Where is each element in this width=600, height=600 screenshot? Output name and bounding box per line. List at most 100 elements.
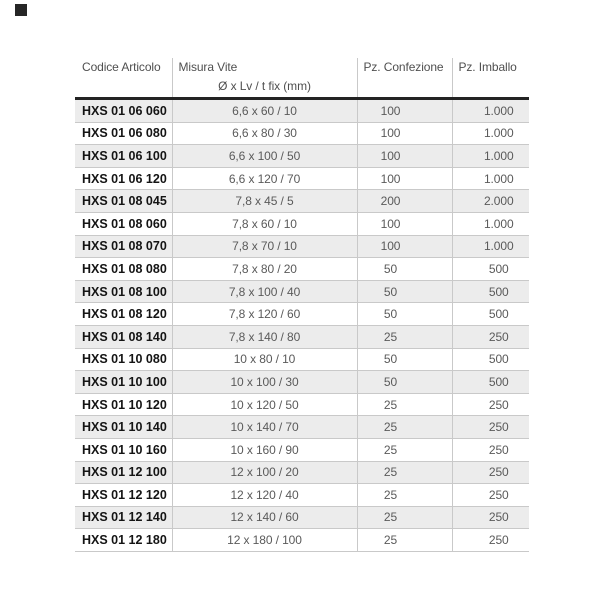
cell-imballo: 500 [451,348,529,372]
table-row: HXS 01 06 120 6,6 x 120 / 70 100 1.000 [75,167,529,191]
cell-confezione: 100 [356,144,452,168]
cell-misura: 12 x 180 / 100 [171,528,357,552]
cell-imballo: 500 [451,257,529,281]
cell-codice: HXS 01 08 060 [75,212,172,236]
cell-codice: HXS 01 10 140 [75,415,172,439]
cell-codice: HXS 01 12 100 [75,461,172,485]
cell-codice: HXS 01 08 070 [75,235,172,259]
cell-imballo: 250 [451,415,529,439]
col-header-misura-label: Misura Vite [178,60,238,74]
cell-confezione: 200 [356,189,452,213]
logo-mark [15,4,27,16]
col-header-confezione-label: Pz. Confezione [363,60,444,74]
cell-confezione: 100 [356,122,452,146]
cell-imballo: 250 [451,506,529,530]
cell-confezione: 50 [356,280,452,304]
cell-codice: HXS 01 06 100 [75,144,172,168]
cell-confezione: 50 [356,257,452,281]
cell-codice: HXS 01 06 120 [75,167,172,191]
table-row: HXS 01 10 140 10 x 140 / 70 25 250 [75,415,529,439]
table-body: HXS 01 06 060 6,6 x 60 / 10 100 1.000 HXS 01… [75,98,529,552]
cell-confezione: 25 [356,393,452,417]
cell-imballo: 250 [451,461,529,485]
cell-codice: HXS 01 10 160 [75,438,172,462]
col-header-misura-vite: Misura Vite Ø x Lv / t fix (mm) [171,58,357,100]
cell-confezione: 25 [356,528,452,552]
cell-imballo: 250 [451,393,529,417]
table-row: HXS 01 12 100 12 x 100 / 20 25 250 [75,461,529,485]
table-row: HXS 01 08 140 7,8 x 140 / 80 25 250 [75,325,529,349]
cell-imballo: 1.000 [451,122,529,146]
cell-confezione: 25 [356,325,452,349]
cell-misura: 12 x 100 / 20 [171,461,357,485]
cell-imballo: 1.000 [451,212,529,236]
cell-codice: HXS 01 08 045 [75,189,172,213]
cell-confezione: 25 [356,483,452,507]
col-header-codice-articolo: Codice Articolo [75,58,172,100]
table-row: HXS 01 08 060 7,8 x 60 / 10 100 1.000 [75,212,529,236]
cell-imballo: 2.000 [451,189,529,213]
cell-codice: HXS 01 06 080 [75,122,172,146]
col-subheader-dimensions: Ø x Lv / t fix (mm) [218,79,311,93]
cell-confezione: 25 [356,415,452,439]
cell-codice: HXS 01 10 100 [75,370,172,394]
cell-misura: 7,8 x 45 / 5 [171,189,357,213]
cell-codice: HXS 01 06 060 [75,98,172,123]
cell-imballo: 500 [451,280,529,304]
col-header-imballo-label: Pz. Imballo [458,60,517,74]
cell-misura: 12 x 120 / 40 [171,483,357,507]
cell-misura: 10 x 160 / 90 [171,438,357,462]
table-row: HXS 01 10 120 10 x 120 / 50 25 250 [75,393,529,417]
table-row: HXS 01 06 060 6,6 x 60 / 10 100 1.000 [75,98,529,123]
table-row: HXS 01 10 080 10 x 80 / 10 50 500 [75,348,529,372]
table-row: HXS 01 12 120 12 x 120 / 40 25 250 [75,483,529,507]
table-row: HXS 01 08 080 7,8 x 80 / 20 50 500 [75,257,529,281]
table-row: HXS 01 08 100 7,8 x 100 / 40 50 500 [75,280,529,304]
cell-imballo: 1.000 [451,235,529,259]
cell-misura: 7,8 x 120 / 60 [171,302,357,326]
cell-imballo: 500 [451,302,529,326]
table-row: HXS 01 08 070 7,8 x 70 / 10 100 1.000 [75,235,529,259]
cell-codice: HXS 01 08 100 [75,280,172,304]
cell-confezione: 25 [356,506,452,530]
cell-confezione: 50 [356,302,452,326]
cell-imballo: 250 [451,483,529,507]
cell-misura: 12 x 140 / 60 [171,506,357,530]
cell-codice: HXS 01 08 120 [75,302,172,326]
cell-imballo: 500 [451,370,529,394]
cell-confezione: 25 [356,461,452,485]
table-row: HXS 01 10 160 10 x 160 / 90 25 250 [75,438,529,462]
cell-misura: 7,8 x 100 / 40 [171,280,357,304]
table-row: HXS 01 08 120 7,8 x 120 / 60 50 500 [75,302,529,326]
cell-misura: 6,6 x 100 / 50 [171,144,357,168]
table-header: Codice Articolo Misura Vite Ø x Lv / t f… [75,58,529,100]
cell-codice: HXS 01 12 120 [75,483,172,507]
cell-confezione: 25 [356,438,452,462]
cell-codice: HXS 01 08 080 [75,257,172,281]
cell-imballo: 250 [451,325,529,349]
cell-misura: 10 x 80 / 10 [171,348,357,372]
cell-misura: 6,6 x 80 / 30 [171,122,357,146]
cell-codice: HXS 01 10 120 [75,393,172,417]
cell-imballo: 250 [451,528,529,552]
cell-misura: 7,8 x 80 / 20 [171,257,357,281]
cell-misura: 6,6 x 60 / 10 [171,98,357,123]
cell-misura: 7,8 x 140 / 80 [171,325,357,349]
table-row: HXS 01 06 100 6,6 x 100 / 50 100 1.000 [75,144,529,168]
cell-confezione: 100 [356,98,452,123]
cell-misura: 10 x 120 / 50 [171,393,357,417]
cell-imballo: 1.000 [451,98,529,123]
cell-codice: HXS 01 12 180 [75,528,172,552]
product-table: Codice Articolo Misura Vite Ø x Lv / t f… [75,58,529,552]
cell-confezione: 50 [356,348,452,372]
table-row: HXS 01 06 080 6,6 x 80 / 30 100 1.000 [75,122,529,146]
cell-imballo: 1.000 [451,167,529,191]
cell-confezione: 100 [356,212,452,236]
cell-codice: HXS 01 12 140 [75,506,172,530]
cell-misura: 7,8 x 60 / 10 [171,212,357,236]
col-header-codice-label: Codice Articolo [82,60,161,74]
table-row: HXS 01 08 045 7,8 x 45 / 5 200 2.000 [75,189,529,213]
col-header-pz-imballo: Pz. Imballo [451,58,529,100]
cell-codice: HXS 01 10 080 [75,348,172,372]
